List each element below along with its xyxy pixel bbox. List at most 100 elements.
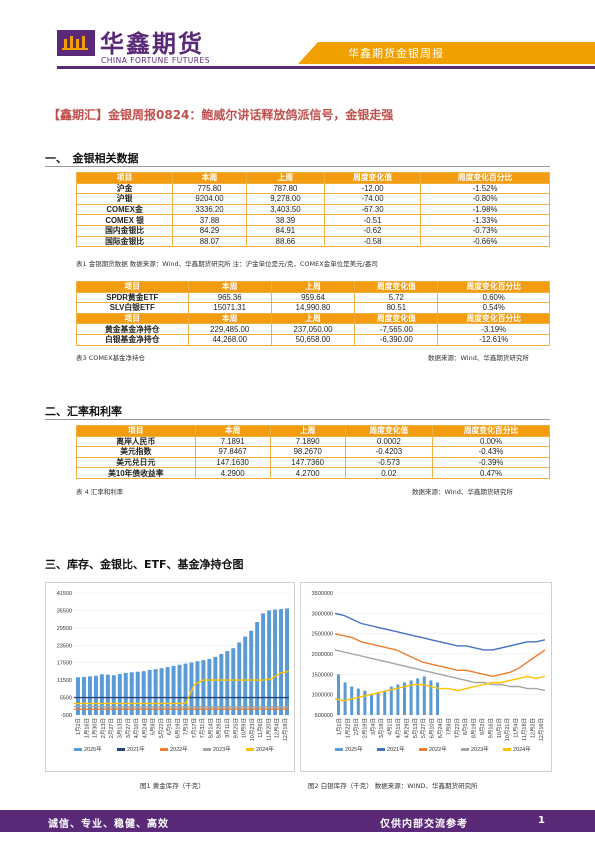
bar-2025 [219, 654, 224, 715]
column-header: 周度变化值 [344, 425, 434, 437]
table-cell: 80.51 [354, 302, 439, 314]
row-label: 国际金银比 [75, 235, 174, 248]
bar-2025 [343, 682, 347, 715]
x-tick-label: 11月4日 [513, 718, 520, 738]
x-tick-label: 1月22日 [345, 718, 352, 738]
y-tick-label: 5500 [60, 696, 72, 702]
table-cell: 9,278.00 [245, 193, 325, 205]
row-label: 沪金 [75, 182, 174, 195]
table-cell: 4.2900 [194, 467, 271, 479]
bar-2025 [267, 610, 272, 715]
bar-2025 [436, 682, 439, 715]
x-tick-label: 1月30日 [92, 718, 99, 738]
bar-2025 [129, 672, 134, 715]
table-cell: -3.19% [437, 323, 550, 335]
x-tick-label: 2月5日 [353, 718, 360, 735]
table-row: 国际金银比 88.07 88.66 -0.58 -0.66% [75, 235, 550, 248]
table-cell: -74.00 [323, 193, 422, 205]
table-cell: 50,658.00 [270, 333, 356, 346]
table-row: COMEX金 3336.20 3,403.50 -67.30 -1.98% [75, 203, 550, 216]
x-tick-label: 10月9日 [241, 718, 248, 738]
series-line-2024年 [334, 675, 546, 702]
legend-label: 2025年 [345, 745, 363, 753]
x-tick-label: 12月4日 [274, 718, 281, 738]
table3-caption: 表3 COMEX基金净持仓 [76, 354, 146, 362]
bar-2025 [189, 662, 194, 715]
column-header: 周度变化百分比 [432, 425, 550, 437]
bar-2025 [201, 660, 206, 715]
table-cell: -0.62 [323, 224, 422, 237]
bar-2025 [249, 630, 254, 715]
column-header: 本周 [194, 425, 271, 437]
column-header: 本周 [172, 172, 247, 184]
bar-2025 [416, 678, 420, 715]
x-tick-label: 7月8日 [445, 718, 452, 735]
legend-label: 2022年 [429, 745, 447, 753]
x-tick-label: 7月31日 [199, 718, 206, 738]
bar-2025 [383, 690, 387, 715]
table-cell: 0.0002 [344, 435, 434, 448]
bar-2025 [409, 680, 413, 715]
table-cell: 0.00% [432, 435, 550, 448]
bar-2025 [285, 608, 290, 715]
x-tick-label: 5月8日 [150, 718, 157, 735]
bar-2025 [81, 676, 86, 715]
table-row: 离岸人民币 7.1891 7.1890 0.0002 0.00% [76, 435, 550, 448]
header-band-notch [298, 42, 318, 64]
table-header-row: 项目 本周 上周 周度变化值 周度变化百分比 [76, 312, 550, 325]
table-cell: 38.39 [245, 214, 325, 226]
x-tick-label: 8月5日 [462, 718, 469, 735]
bar-2025 [255, 622, 260, 715]
legend-label: 2021年 [127, 745, 145, 753]
legend-swatch [335, 748, 343, 751]
legend-label: 2023年 [213, 745, 231, 753]
y-tick-label: -500 [61, 713, 72, 719]
x-tick-label: 2月27日 [108, 718, 115, 738]
table-row: COMEX 银 37.88 38.39 -0.51 -1.33% [75, 214, 550, 226]
table-cell: 15071.31 [187, 302, 272, 314]
x-tick-label: 8月19日 [471, 718, 478, 738]
table-cell: -67.30 [323, 203, 422, 216]
gold-inventory-chart: 41500 35500 29500 23500 17500 11500 5500 -500 1月… [45, 582, 295, 772]
table-cell: 5.72 [354, 291, 439, 304]
column-header: 周度变化百分比 [437, 281, 550, 293]
x-tick-label: 11月6日 [257, 718, 264, 738]
legend-swatch [160, 748, 168, 751]
row-label: 离岸人民币 [76, 435, 196, 448]
legend-label: 2021年 [387, 745, 405, 753]
table-cell: 0.60% [437, 291, 550, 304]
table-cell: -0.39% [432, 456, 550, 469]
table-cell: -0.43% [432, 446, 550, 458]
bar-2025 [231, 648, 236, 715]
bar-2025 [93, 675, 98, 715]
table-cell: -0.80% [420, 193, 550, 205]
header-divider [57, 66, 595, 69]
footer-band [0, 810, 595, 832]
gold-inventory-svg: 4150035500295002350017500115005500-5001月… [57, 591, 290, 753]
table-cell: 88.07 [172, 235, 247, 248]
bar-2025 [261, 613, 266, 715]
x-tick-label: 2月19日 [361, 718, 368, 738]
x-tick-label: 3月13日 [116, 718, 123, 738]
table-cell: 229,485.00 [187, 323, 272, 335]
series-line-2023年 [74, 705, 289, 708]
table-row: 美元指数 97.8467 98.2670 -0.4203 -0.43% [76, 446, 550, 458]
table-cell: -0.58 [323, 235, 422, 248]
x-tick-label: 5月22日 [158, 718, 165, 738]
table-cell: -1.33% [420, 214, 550, 226]
bar-2025 [117, 674, 122, 715]
x-tick-label: 8月14日 [207, 718, 214, 738]
table-cell: 7.1891 [194, 435, 271, 448]
row-label: COMEX金 [75, 203, 174, 216]
row-label: 黄金基金净持仓 [76, 323, 189, 335]
y-tick-label: 1500000 [312, 672, 333, 678]
table-cell: -1.52% [420, 182, 550, 195]
table-row: 白银基金净持仓 44,268.00 50,658.00 -6,390.00 -12.61… [76, 333, 550, 346]
x-tick-label: 9月16日 [487, 718, 494, 738]
legend-swatch [419, 748, 427, 751]
row-label: SLV白银ETF [76, 302, 189, 314]
table-cell: 959.64 [270, 291, 356, 304]
table-row: SPDR黄金ETF 965.36 959.64 5.72 0.60% [76, 291, 550, 304]
table-cell: 0.47% [432, 467, 550, 479]
bar-2025 [111, 675, 116, 715]
